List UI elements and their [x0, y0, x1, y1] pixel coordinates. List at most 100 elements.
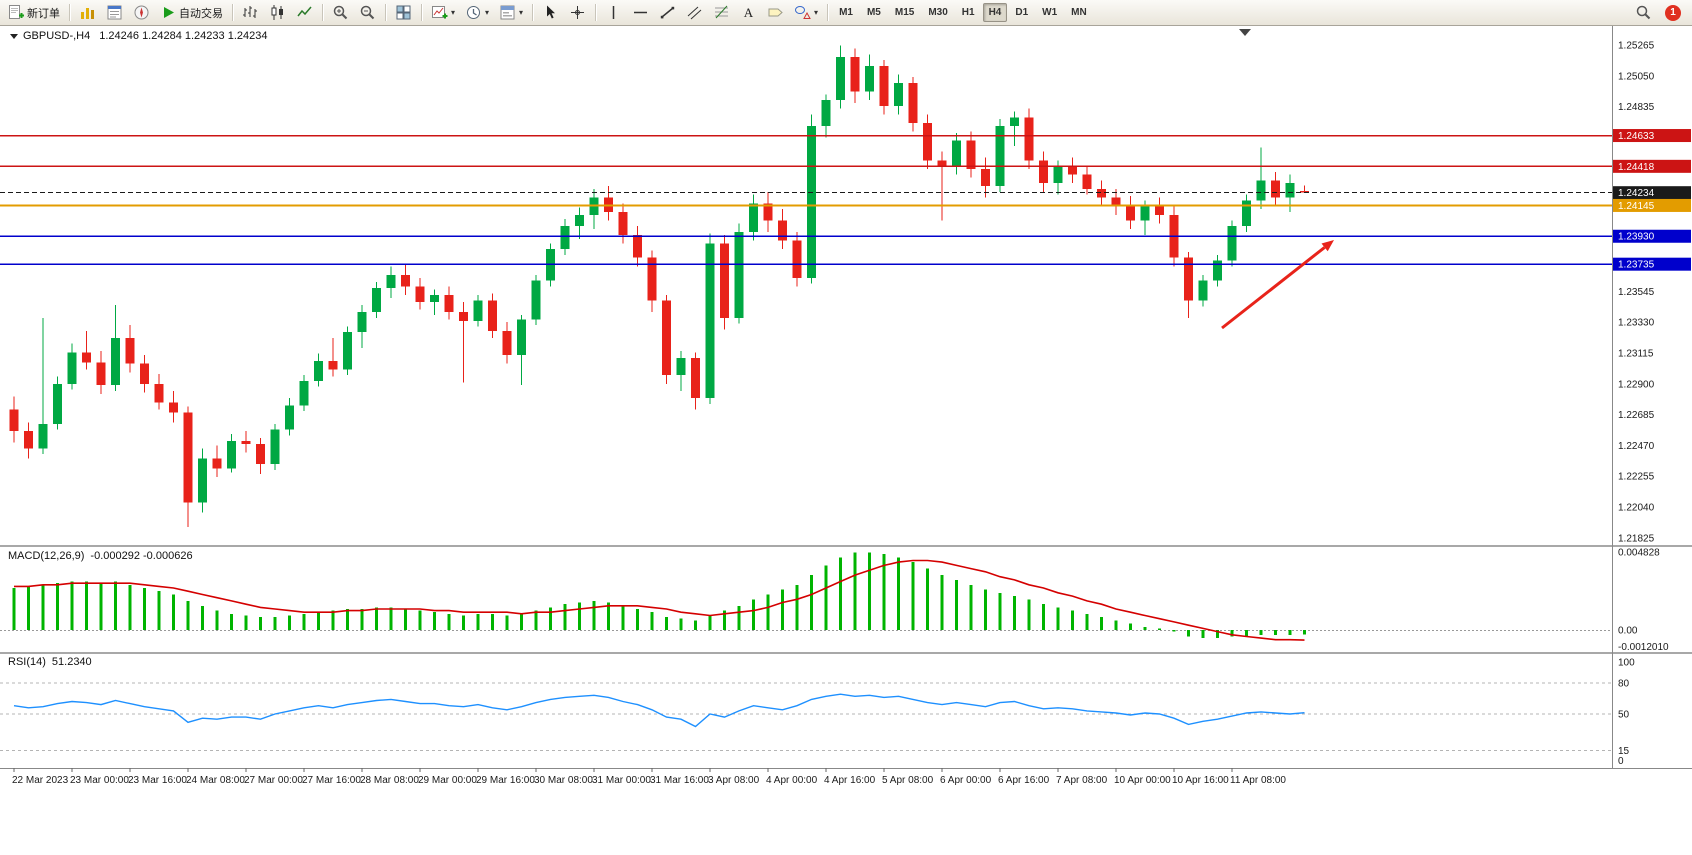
chart-shift-marker[interactable] — [1239, 29, 1251, 36]
candle-body — [198, 458, 207, 503]
dropdown-arrow-icon[interactable]: ▾ — [519, 8, 524, 17]
macd-bar — [85, 581, 88, 630]
timeframe-m1[interactable]: M1 — [839, 7, 853, 18]
toolbar-separator — [69, 4, 70, 21]
price-axis-label: 1.24835 — [1618, 102, 1655, 113]
candle-body — [1097, 188, 1106, 198]
timeframe-w1[interactable]: W1 — [1042, 7, 1058, 18]
search-button[interactable] — [1631, 1, 1656, 25]
data-window-button[interactable] — [102, 1, 127, 25]
cursor-button[interactable] — [538, 1, 563, 25]
candle-body — [937, 160, 947, 167]
panel-separator-macd[interactable] — [0, 545, 1692, 547]
arrow-annotation-head[interactable] — [1321, 240, 1335, 252]
timeframe-m5[interactable]: M5 — [866, 7, 881, 18]
bar-chart-button[interactable] — [238, 1, 263, 25]
candle-body — [1068, 166, 1077, 175]
macd-axis-label: 0.004828 — [1618, 548, 1660, 559]
dropdown-arrow-icon[interactable]: ▾ — [814, 8, 819, 17]
candle-body — [502, 330, 512, 356]
macd-bar — [723, 610, 726, 630]
timeframe-h1[interactable]: H1 — [961, 7, 975, 18]
candle-body — [256, 443, 265, 465]
candle-body — [1198, 280, 1208, 301]
macd-bar — [607, 602, 610, 630]
channel-icon — [686, 4, 703, 21]
line-chart-button[interactable] — [292, 1, 317, 25]
candle-body — [357, 312, 367, 333]
macd-bar — [853, 552, 857, 630]
channel-button[interactable] — [682, 1, 707, 25]
time-axis-label: 22 Mar 2023 — [12, 775, 69, 786]
shapes-button[interactable]: ▾ — [790, 1, 822, 25]
timeframe-h4[interactable]: H4 — [982, 3, 1008, 22]
timeframe-d1[interactable]: D1 — [1015, 7, 1029, 18]
candle-body — [9, 409, 19, 432]
macd-bar — [940, 575, 944, 630]
tile-windows-button[interactable] — [391, 1, 416, 25]
market-watch-button[interactable] — [75, 1, 100, 25]
chart-area: 1.24633 1.24418 1.24234 1.24145 1.23930 1.237… — [0, 26, 1692, 850]
navigator-button[interactable] — [129, 1, 154, 25]
candle-body — [488, 300, 497, 331]
timeframe-mn[interactable]: MN — [1071, 7, 1087, 18]
macd-bar — [172, 594, 175, 630]
macd-bar — [679, 618, 683, 630]
horizontal-line-icon — [632, 4, 649, 21]
chart-ohlc: 1.24246 1.24284 1.24233 1.24234 — [99, 30, 268, 42]
macd-bar — [1303, 630, 1306, 635]
zoom-out-button[interactable] — [355, 1, 380, 25]
zoom-in-button[interactable] — [328, 1, 353, 25]
vertical-line-button[interactable] — [601, 1, 626, 25]
macd-bar — [1259, 630, 1263, 635]
notification-badge[interactable]: 1 — [1665, 4, 1681, 21]
timeframe-m30[interactable]: M30 — [928, 7, 948, 18]
candle-body — [430, 294, 439, 303]
autotrade-button[interactable]: 自动交易 — [156, 1, 227, 25]
candle-body — [241, 441, 251, 444]
horizontal-line-button[interactable] — [628, 1, 653, 25]
macd-bar — [41, 584, 45, 630]
panel-separator-rsi[interactable] — [0, 652, 1692, 654]
macd-bar — [665, 617, 668, 630]
periods-button[interactable]: ▾ — [461, 1, 493, 25]
chart-dropdown-icon[interactable] — [10, 33, 18, 39]
trendline-icon — [659, 4, 676, 21]
fibonacci-icon — [713, 4, 730, 21]
rsi-title: RSI(14) — [8, 656, 46, 668]
label-button[interactable] — [763, 1, 788, 25]
time-axis-label: 4 Apr 00:00 — [766, 775, 818, 786]
candlestick-chart-button[interactable] — [265, 1, 290, 25]
macd-bar — [1056, 607, 1060, 630]
templates-button[interactable]: ▾ — [495, 1, 527, 25]
text-button[interactable]: A — [736, 1, 761, 25]
dropdown-arrow-icon[interactable]: ▾ — [451, 8, 456, 17]
trendline-button[interactable] — [655, 1, 680, 25]
candle-body — [444, 294, 454, 313]
timeframe-m15[interactable]: M15 — [894, 7, 915, 18]
time-axis-label: 6 Apr 00:00 — [940, 775, 992, 786]
arrow-annotation-line[interactable] — [1221, 246, 1326, 330]
macd-bar — [186, 600, 190, 630]
candle-body — [1213, 260, 1222, 281]
candle-body — [633, 234, 642, 258]
new-chart-button[interactable]: ▾ — [427, 1, 459, 25]
time-axis-label: 23 Mar 00:00 — [70, 775, 129, 786]
fibonacci-button[interactable] — [709, 1, 734, 25]
market-watch-icon — [79, 4, 96, 21]
chart-symbol-period: GBPUSD-,H4 — [23, 30, 91, 42]
chart-plot-area[interactable] — [0, 26, 1612, 768]
candle-body — [575, 214, 584, 227]
macd-bar — [331, 610, 335, 630]
crosshair-button[interactable] — [565, 1, 590, 25]
dropdown-arrow-icon[interactable]: ▾ — [485, 8, 490, 17]
macd-bar — [273, 617, 277, 630]
template-icon — [499, 4, 516, 21]
price-axis-label: 1.22685 — [1618, 410, 1655, 421]
macd-bar — [1288, 630, 1292, 635]
time-axis-label: 30 Mar 08:00 — [534, 775, 593, 786]
candle-body — [894, 82, 903, 106]
candle-body — [647, 257, 657, 301]
crosshair-icon — [569, 4, 586, 21]
new-order-button[interactable]: 新订单 — [4, 1, 64, 25]
